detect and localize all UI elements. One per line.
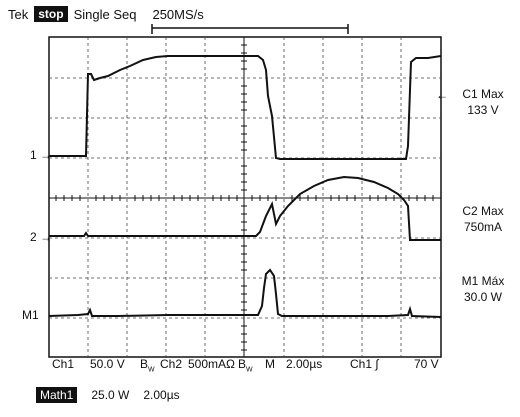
ch2-marker-label: 2 <box>30 230 37 244</box>
m1-max-title: M1 Máx <box>461 274 505 288</box>
axis-ticks <box>55 44 434 351</box>
math-settings-row: Math1 25.0 W 2.00µs <box>36 387 180 403</box>
acquisition-state-badge: stop <box>34 6 68 22</box>
bw1-letter: B <box>140 357 149 371</box>
brand-label: Tek <box>8 6 29 22</box>
ch1-setting[interactable]: Ch1 <box>52 357 74 373</box>
bw1-sub: W <box>148 366 155 374</box>
rising-edge-icon: ∫ <box>375 357 379 371</box>
main-timebase-label: M <box>265 357 275 371</box>
sample-rate: 250MS/s <box>152 6 204 22</box>
m1-marker-label: M1 <box>22 308 39 322</box>
ch2-level-marker[interactable]: 2 → <box>30 230 52 244</box>
c2-max-title: C2 Max <box>462 204 504 218</box>
ch2-setting[interactable]: Ch2 <box>160 357 182 373</box>
ch1-level-marker[interactable]: 1 → <box>30 148 52 162</box>
trigger-level[interactable]: 70 V <box>414 357 439 373</box>
ch2-scale-value: 500mAΩ <box>188 357 235 371</box>
m1-level-marker[interactable]: M1 <box>22 308 39 322</box>
scope-screen <box>48 36 442 358</box>
m1-math-trace <box>48 268 442 318</box>
status-bar: Tek stop Single Seq 250MS/s <box>8 4 204 24</box>
c1-max-readout: C1 Max 133 V <box>448 86 518 118</box>
math1-scale: 25.0 W <box>91 388 130 402</box>
acquisition-mode: Single Seq <box>73 6 137 22</box>
ch2-scale[interactable]: 500mAΩ <box>188 357 235 373</box>
ch1-label: Ch1 <box>52 357 75 371</box>
c2-max-value: 750mA <box>463 220 503 234</box>
record-position-indicator <box>151 24 349 34</box>
math1-timebase: 2.00µs <box>143 388 180 402</box>
m1-max-value: 30.0 W <box>463 290 502 304</box>
c1-max-arrow-icon: ← <box>436 88 448 102</box>
trigger-source: Ch1 <box>350 357 373 371</box>
ch1-marker-label: 1 <box>30 148 37 162</box>
ch2-current-trace <box>49 175 441 241</box>
bw-limit-ch2-icon: BW <box>238 357 253 373</box>
bw2-sub: W <box>246 366 253 374</box>
ch2-arrow-icon: → <box>40 230 53 244</box>
ch1-scale-value: 50.0 V <box>90 357 125 371</box>
timebase-setting[interactable]: M <box>265 357 275 373</box>
trigger-level-value: 70 V <box>414 357 439 371</box>
timebase-value-text: 2.00µs <box>286 357 323 371</box>
ch1-voltage-trace <box>49 55 442 160</box>
m1-max-readout: M1 Máx 30.0 W <box>448 273 518 305</box>
c1-max-title: C1 Max <box>462 87 504 101</box>
center-axes <box>49 37 441 357</box>
trigger-setting[interactable]: Ch1 ∫ <box>350 357 379 373</box>
ch1-scale[interactable]: 50.0 V <box>90 357 125 373</box>
screen-frame <box>48 36 442 358</box>
ch2-label: Ch2 <box>160 357 183 371</box>
math1-badge[interactable]: Math1 <box>36 387 78 403</box>
c1-max-value: 133 V <box>467 103 499 117</box>
c2-max-readout: C2 Max 750mA <box>448 203 518 235</box>
timebase-value[interactable]: 2.00µs <box>286 357 322 373</box>
ch1-arrow-icon: → <box>40 148 53 162</box>
bw-limit-ch1-icon: BW <box>140 357 155 373</box>
bw2-letter: B <box>238 357 247 371</box>
